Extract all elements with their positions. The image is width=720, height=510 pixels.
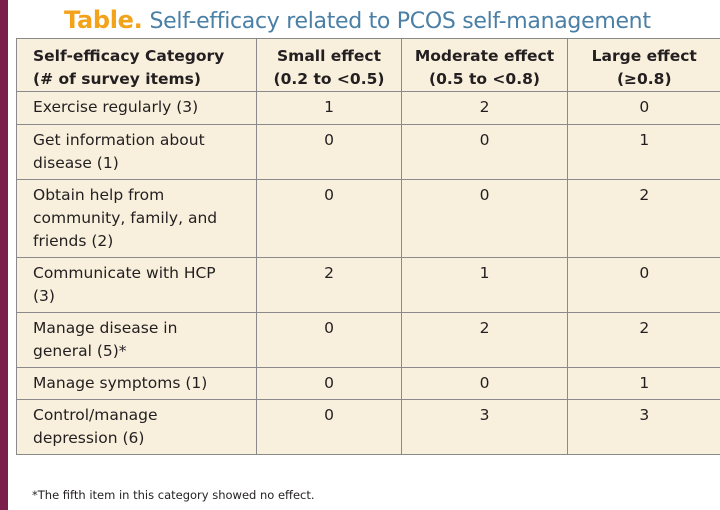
large-effect-cell: 2: [567, 312, 720, 368]
header-moderate-effect: Moderate effect (0.5 to <0.8): [401, 38, 568, 92]
table-row: Manage disease in general (5)* 0 2 2: [16, 312, 720, 368]
header-category: Self-efficacy Category (# of survey item…: [16, 38, 257, 92]
moderate-effect-cell: 3: [401, 399, 568, 455]
table-row: Communicate with HCP (3) 2 1 0: [16, 257, 720, 313]
category-line: Communicate with HCP: [33, 264, 216, 282]
large-effect-cell: 2: [567, 179, 720, 258]
large-effect-cell: 3: [567, 399, 720, 455]
category-line: disease (1): [33, 154, 119, 172]
header-line: Large effect: [591, 47, 697, 65]
category-line: Get information about: [33, 131, 205, 149]
category-line: community, family, and: [33, 209, 218, 227]
left-accent-bar: [0, 0, 8, 510]
small-effect-cell: 0: [256, 399, 402, 455]
category-line: general (5)*: [33, 342, 127, 360]
category-cell: Exercise regularly (3): [16, 91, 257, 125]
category-cell: Obtain help from community, family, and …: [16, 179, 257, 258]
header-line: Moderate effect: [414, 47, 555, 65]
moderate-effect-cell: 2: [401, 91, 568, 125]
moderate-effect-cell: 2: [401, 312, 568, 368]
header-line: (0.2 to <0.5): [273, 70, 385, 88]
category-line: Control/manage: [33, 406, 158, 424]
category-cell: Manage disease in general (5)*: [16, 312, 257, 368]
small-effect-cell: 0: [256, 124, 402, 180]
table-row: Manage symptoms (1) 0 0 1: [16, 367, 720, 400]
large-effect-cell: 0: [567, 91, 720, 125]
header-small-effect: Small effect (0.2 to <0.5): [256, 38, 402, 92]
table-row: Exercise regularly (3) 1 2 0: [16, 91, 720, 125]
small-effect-cell: 2: [256, 257, 402, 313]
category-cell: Get information about disease (1): [16, 124, 257, 180]
category-cell: Manage symptoms (1): [16, 367, 257, 400]
moderate-effect-cell: 1: [401, 257, 568, 313]
large-effect-cell: 1: [567, 367, 720, 400]
category-cell: Control/manage depression (6): [16, 399, 257, 455]
category-line: depression (6): [33, 429, 145, 447]
moderate-effect-cell: 0: [401, 367, 568, 400]
category-line: Manage disease in: [33, 319, 178, 337]
header-row: Self-efficacy Category (# of survey item…: [16, 38, 720, 92]
moderate-effect-cell: 0: [401, 179, 568, 258]
moderate-effect-cell: 0: [401, 124, 568, 180]
self-efficacy-table: Self-efficacy Category (# of survey item…: [16, 38, 720, 455]
category-line: Manage symptoms (1): [33, 374, 208, 392]
category-line: friends (2): [33, 232, 114, 250]
category-cell: Communicate with HCP (3): [16, 257, 257, 313]
category-line: (3): [33, 287, 55, 305]
category-line: Exercise regularly (3): [33, 98, 199, 116]
header-large-effect: Large effect (≥0.8): [567, 38, 720, 92]
title-text: Self-efficacy related to PCOS self-manag…: [149, 9, 651, 34]
table-title: Table. Self-efficacy related to PCOS sel…: [64, 6, 651, 38]
small-effect-cell: 0: [256, 179, 402, 258]
small-effect-cell: 0: [256, 312, 402, 368]
title-label: Table.: [64, 6, 143, 34]
table-footnote: *The fifth item in this category showed …: [32, 488, 315, 502]
small-effect-cell: 0: [256, 367, 402, 400]
table-row: Obtain help from community, family, and …: [16, 179, 720, 258]
table-row: Get information about disease (1) 0 0 1: [16, 124, 720, 180]
header-line: Small effect: [277, 47, 381, 65]
header-line: Self-efficacy Category: [33, 47, 225, 65]
header-line: (# of survey items): [33, 70, 201, 88]
large-effect-cell: 0: [567, 257, 720, 313]
large-effect-cell: 1: [567, 124, 720, 180]
category-line: Obtain help from: [33, 186, 165, 204]
table-row: Control/manage depression (6) 0 3 3: [16, 399, 720, 455]
small-effect-cell: 1: [256, 91, 402, 125]
header-line: (≥0.8): [616, 70, 672, 88]
header-line: (0.5 to <0.8): [429, 70, 540, 88]
